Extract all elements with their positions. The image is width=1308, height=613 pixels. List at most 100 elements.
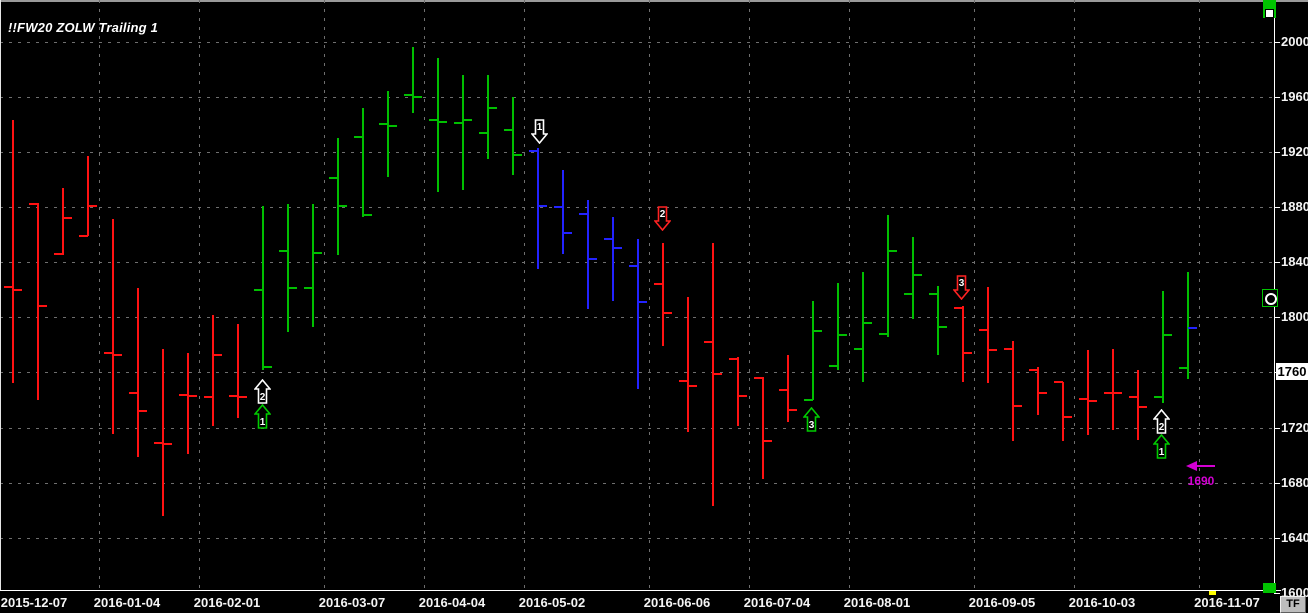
open-tick [379, 123, 388, 126]
ohlc-bar [462, 74, 464, 191]
close-tick [1088, 400, 1097, 403]
open-tick [979, 328, 988, 331]
open-tick [579, 212, 588, 215]
open-tick [404, 94, 413, 97]
open-tick [954, 306, 963, 309]
axis-slider-marker[interactable] [1262, 289, 1278, 307]
svg-text:1: 1 [537, 122, 543, 133]
close-tick [1188, 327, 1197, 330]
svg-text:1: 1 [1159, 447, 1165, 458]
ohlc-bar [137, 288, 139, 457]
ohlc-bar [512, 96, 514, 176]
up-arrow-signal-icon: 1 [254, 404, 271, 429]
y-axis-tick [1274, 41, 1280, 43]
close-tick [163, 443, 172, 446]
y-axis-tick [1274, 537, 1280, 539]
v-gridline [99, 0, 100, 590]
down-arrow-signal-icon: 2 [654, 206, 671, 231]
ohlc-bar [62, 187, 64, 256]
y-axis-tick [1274, 151, 1280, 153]
ohlc-bar [1037, 366, 1039, 416]
x-axis-label: 2016-10-03 [1068, 595, 1136, 610]
open-tick [129, 392, 138, 395]
open-tick [1179, 367, 1188, 370]
v-gridline [324, 0, 325, 590]
ohlc-bar [87, 156, 89, 236]
ohlc-bar [662, 242, 664, 347]
h-gridline [0, 207, 1274, 209]
x-axis-label: 2016-02-01 [193, 595, 261, 610]
ohlc-bar [287, 204, 289, 333]
x-axis-label: 2016-05-02 [518, 595, 586, 610]
open-tick [304, 287, 313, 290]
x-axis-label: 2016-11-07 [1194, 595, 1260, 610]
open-tick [1154, 396, 1163, 399]
open-tick [204, 396, 213, 399]
close-tick [388, 124, 397, 127]
close-tick [813, 330, 822, 333]
close-tick [188, 394, 197, 397]
ohlc-bar [262, 205, 264, 370]
price-pointer-label: 1690 [1187, 474, 1215, 489]
circle-icon [1265, 293, 1277, 305]
v-gridline [524, 0, 525, 590]
open-tick [804, 399, 813, 402]
close-tick [1113, 392, 1122, 395]
close-tick [563, 232, 572, 235]
ohlc-bar [1087, 350, 1089, 435]
plot-left-border [0, 0, 1, 590]
v-gridline [849, 0, 850, 590]
ohlc-bar [162, 349, 164, 516]
v-gridline [199, 0, 200, 590]
close-tick [713, 372, 722, 375]
v-gridline [1074, 0, 1075, 590]
open-tick [1079, 397, 1088, 400]
svg-text:2: 2 [260, 392, 266, 403]
close-tick [63, 217, 72, 220]
open-tick [354, 135, 363, 138]
close-tick [688, 385, 697, 388]
close-tick [488, 106, 497, 109]
open-tick [29, 203, 38, 206]
v-gridline [974, 0, 975, 590]
ohlc-bar [112, 219, 114, 435]
open-tick [54, 252, 63, 255]
open-tick [854, 348, 863, 351]
y-axis-label: 1800 [1281, 309, 1308, 325]
down-arrow-signal-icon: 3 [953, 275, 970, 300]
timeframe-button[interactable]: TF [1280, 596, 1306, 613]
open-tick [654, 283, 663, 286]
open-tick [704, 341, 713, 344]
ohlc-bar [937, 285, 939, 355]
open-tick [879, 332, 888, 335]
ohlc-bar [437, 58, 439, 192]
x-axis-label: 2016-06-06 [643, 595, 711, 610]
open-tick [479, 131, 488, 134]
y-axis-label: 1880 [1281, 199, 1308, 215]
chart-title: !!FW20 ZOLW Trailing 1 [8, 20, 159, 35]
v-gridline [749, 0, 750, 590]
ohlc-bar [37, 202, 39, 401]
close-tick [988, 349, 997, 352]
open-tick [1004, 348, 1013, 351]
ohlc-bar [312, 204, 314, 327]
ohlc-bar [762, 376, 764, 479]
scrollbar-bottom-cap[interactable] [1263, 583, 1276, 593]
ohlc-bar [337, 138, 339, 256]
open-tick [529, 149, 538, 152]
price-pointer-arrow-icon [1186, 461, 1215, 472]
open-tick [329, 177, 338, 180]
open-tick [829, 364, 838, 367]
y-axis-label: 1960 [1281, 88, 1308, 104]
scrollbar-handle-icon[interactable] [1265, 9, 1274, 18]
y-axis-tick [1274, 482, 1280, 484]
close-tick [663, 312, 672, 315]
x-axis-label: 2016-09-05 [968, 595, 1036, 610]
open-tick [729, 357, 738, 360]
scrollbar-top-cap[interactable] [1263, 0, 1276, 18]
h-gridline [0, 96, 1274, 98]
v-gridline [649, 0, 650, 590]
y-axis-label: 1640 [1281, 529, 1308, 545]
close-tick [263, 365, 272, 368]
